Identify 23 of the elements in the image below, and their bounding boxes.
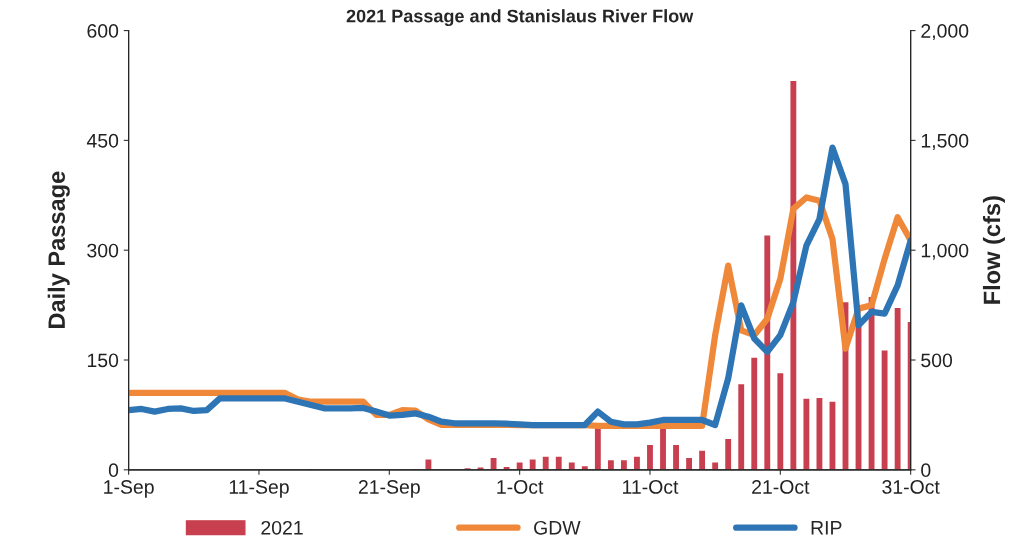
x-tick-label: 31-Oct xyxy=(882,480,940,494)
chart-title: 2021 Passage and Stanislaus River Flow xyxy=(346,9,694,27)
x-tick-label: 11-Oct xyxy=(623,480,679,494)
x-tick-label: 1-Oct xyxy=(497,480,544,494)
y2-tick-label: 1,500 xyxy=(921,133,969,150)
x-tick-label: 21-Oct xyxy=(752,480,810,494)
legend-label: RIP xyxy=(811,521,842,535)
y2-tick-label: 0 xyxy=(921,463,931,478)
y-tick-label: 300 xyxy=(87,243,119,258)
y-tick-label: 0 xyxy=(108,463,119,478)
y2-axis-title: Flow (cfs) xyxy=(982,196,1005,304)
x-tick-label: 11-Sep xyxy=(229,480,289,498)
x-tick-label: 21-Sep xyxy=(358,480,420,498)
y-axis-title: Daily Passage xyxy=(47,171,70,329)
y2-tick-label: 2,000 xyxy=(921,24,969,41)
legend-label: 2021 xyxy=(261,520,303,535)
x-tick-label: 1-Sep xyxy=(104,480,154,498)
y-tick-label: 150 xyxy=(87,353,119,368)
y-tick-label: 450 xyxy=(86,133,119,148)
legend-label: GDW xyxy=(534,520,581,535)
y-tick-label: 600 xyxy=(87,24,119,38)
y2-tick-label: 500 xyxy=(921,353,953,368)
y2-tick-label: 1,000 xyxy=(921,243,969,260)
